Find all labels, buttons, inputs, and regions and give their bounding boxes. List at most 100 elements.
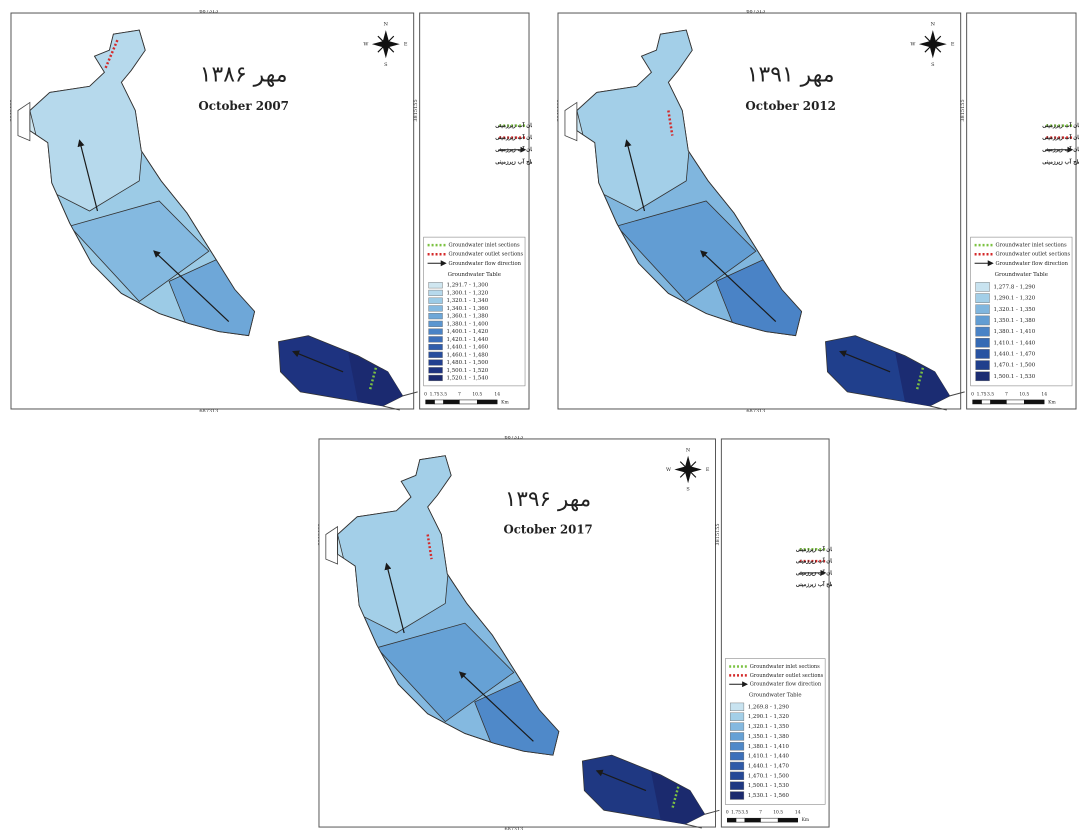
legend-fa-label: مقاطع خروجی جریان آب زیرزمینی	[796, 558, 832, 565]
scale-label: 7	[759, 810, 762, 815]
zone-middle	[376, 622, 515, 723]
outlet-section	[426, 534, 433, 560]
class-label: 1,420.1 - 1,440	[446, 337, 488, 343]
map-panel: مهر ۱۳۸۶ October 2007 687313 687313 3815155 3…	[10, 10, 532, 412]
scale-label: 10.5	[773, 810, 783, 815]
legend-en-label: Groundwater flow direction	[448, 261, 521, 267]
coord-y: 3815155	[557, 99, 559, 121]
scale-segment	[777, 817, 798, 823]
legend-fa-label: سطح آب زیرزمینی	[495, 158, 532, 165]
class-label: 1,520.1 - 1,540	[446, 375, 488, 381]
compass-letter: W	[910, 42, 916, 48]
scale-unit: Km	[1048, 399, 1056, 405]
title-english: October 2007	[198, 99, 289, 113]
scale-segment	[744, 817, 761, 823]
legend-fa-label: مقاطع ورودی جریان آب زیرزمینی	[1042, 122, 1079, 129]
coord-x: 687313	[746, 10, 765, 15]
title-persian: مهر ۱۳۹۱	[747, 62, 835, 87]
class-label: 1,350.1 - 1,380	[748, 734, 790, 740]
scale-label: 3.5	[987, 391, 994, 397]
flow-arrow	[458, 671, 534, 742]
class-label: 1,320.1 - 1,350	[993, 307, 1035, 313]
coord-x: 687313	[504, 436, 523, 440]
legend-en-label: Groundwater inlet sections	[750, 664, 820, 670]
coord-x: 687313	[746, 408, 765, 412]
class-label: 1,500.1 - 1,530	[748, 783, 790, 789]
class-label: 1,291.7 - 1,300	[446, 283, 488, 289]
flow-arrow	[77, 139, 99, 212]
class-swatch	[975, 360, 990, 370]
class-label: 1,277.8 - 1,290	[993, 284, 1035, 290]
scale-segment	[760, 817, 779, 823]
legend-fa-label: جهت جریان آب زیرزمینی	[495, 146, 532, 153]
class-swatch	[975, 337, 990, 348]
class-swatch	[975, 371, 990, 382]
lobe-zone	[895, 351, 950, 406]
shore	[929, 391, 965, 411]
class-swatch	[428, 289, 443, 297]
class-label: 1,290.1 - 1,320	[748, 714, 790, 720]
class-swatch	[729, 771, 745, 780]
scale-label: 10.5	[1019, 391, 1029, 397]
class-label: 1,380.1 - 1,410	[993, 329, 1035, 335]
coord-x: 687313	[199, 408, 218, 412]
map-panel: مهر ۱۳۹۶ October 2017 687313 687313 3815155 3…	[318, 436, 832, 830]
land-outline	[17, 101, 31, 142]
class-swatch	[729, 791, 745, 800]
scale-label: 10.5	[472, 391, 482, 397]
scale-label: 1.75	[430, 391, 440, 397]
class-swatch	[729, 722, 745, 731]
flow-arrow	[624, 139, 646, 212]
class-swatch	[428, 297, 443, 304]
class-swatch	[428, 374, 443, 382]
class-label: 1,320.1 - 1,350	[748, 724, 790, 730]
class-swatch	[729, 761, 745, 771]
shore	[685, 809, 720, 829]
legend-fa-label: مقاطع خروجی جریان آب زیرزمینی	[495, 134, 532, 141]
class-swatch	[428, 344, 443, 351]
class-swatch	[428, 305, 443, 312]
class-label: 1,290.1 - 1,320	[993, 296, 1035, 302]
class-swatch	[428, 320, 443, 327]
scale-label: 0	[726, 810, 729, 815]
flow-arrow	[153, 250, 230, 322]
flow-arrow	[292, 350, 344, 373]
class-label: 1,470.1 - 1,500	[993, 363, 1035, 369]
class-swatch	[428, 313, 443, 320]
coord-x: 687313	[504, 827, 523, 830]
coord-y: 3815155	[10, 99, 12, 121]
compass-letter: S	[931, 62, 935, 68]
class-swatch	[428, 351, 443, 358]
coord-y: 3815155	[960, 99, 966, 121]
flow-arrow	[595, 769, 647, 792]
scale-label: 1.75	[977, 391, 987, 397]
legend-en-label: Groundwater inlet sections	[995, 243, 1066, 249]
class-label: 1,269.8 - 1,290	[748, 704, 790, 710]
legend-fa-label: سطح آب زیرزمینی	[1042, 158, 1079, 165]
compass-letter: N	[686, 447, 691, 453]
scale-label: 7	[458, 391, 461, 397]
class-label: 1,400.1 - 1,420	[446, 329, 488, 335]
class-swatch	[428, 336, 443, 343]
compass-letter: E	[951, 42, 955, 48]
scale-label: 7	[1005, 391, 1008, 397]
scale-segment	[425, 399, 435, 405]
class-swatch	[428, 328, 443, 335]
class-swatch	[428, 367, 443, 374]
class-swatch	[975, 282, 990, 292]
title-persian: مهر ۱۳۸۶	[200, 62, 288, 87]
class-label: 1,440.1 - 1,470	[748, 763, 790, 769]
class-label: 1,440.1 - 1,470	[993, 351, 1035, 357]
class-label: 1,440.1 - 1,460	[446, 345, 488, 351]
outlet-section	[104, 39, 119, 69]
compass-letter: W	[363, 42, 369, 48]
coord-y: 3815155	[715, 524, 721, 546]
lake-outline	[29, 29, 256, 337]
class-swatch	[975, 293, 990, 303]
compass-letter: N	[384, 22, 389, 28]
scale-segment	[735, 817, 746, 823]
compass-rose-diag	[377, 35, 395, 53]
legend-fa-label: مقاطع ورودی جریان آب زیرزمینی	[495, 122, 532, 129]
class-swatch	[729, 781, 745, 790]
